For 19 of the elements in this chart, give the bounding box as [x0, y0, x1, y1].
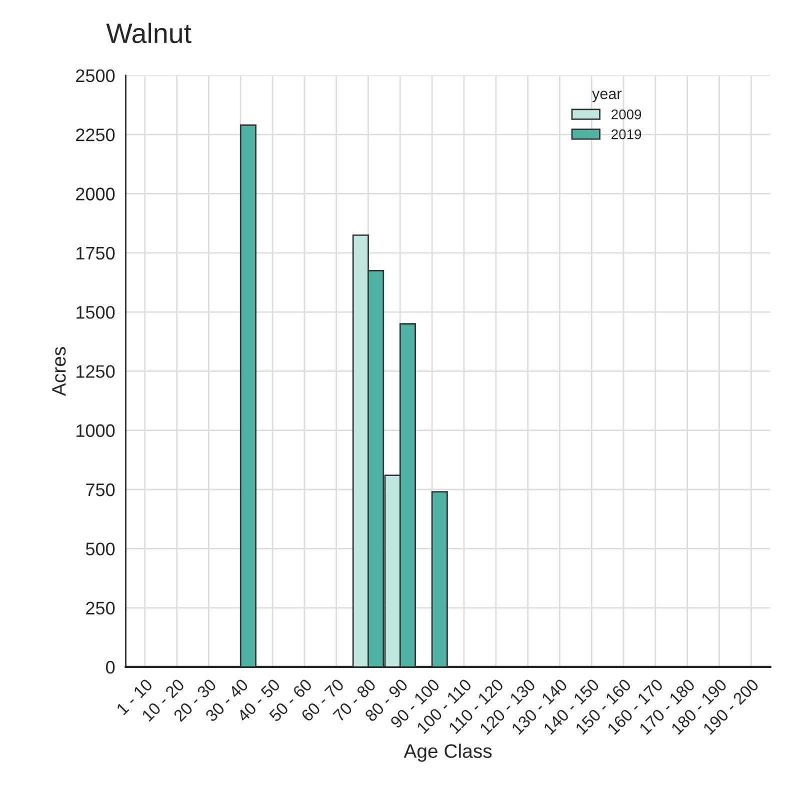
legend-title: year [592, 90, 622, 102]
chart-title: Walnut [106, 22, 192, 44]
y-tick-label: 2000 [76, 188, 115, 200]
x-axis-title: Age Class [404, 744, 492, 762]
bar [431, 491, 448, 667]
y-tick-label: 500 [86, 542, 115, 556]
bar [240, 124, 256, 667]
y-tick-label: 1250 [76, 365, 115, 378]
y-tick-label: 1500 [76, 306, 115, 319]
y-tick-label: 1000 [76, 424, 115, 438]
y-tick-label: 2500 [76, 69, 115, 82]
y-tick-label: 250 [86, 602, 115, 615]
y-tick-label: 750 [86, 483, 115, 496]
legend-label: 2019 [612, 129, 642, 140]
y-tick-label: 1750 [76, 246, 115, 260]
y-axis-title: Acres [52, 347, 66, 396]
y-tick-label: 0 [106, 660, 115, 674]
y-tick-label: 2250 [76, 128, 115, 142]
legend-label: 2009 [612, 109, 642, 120]
